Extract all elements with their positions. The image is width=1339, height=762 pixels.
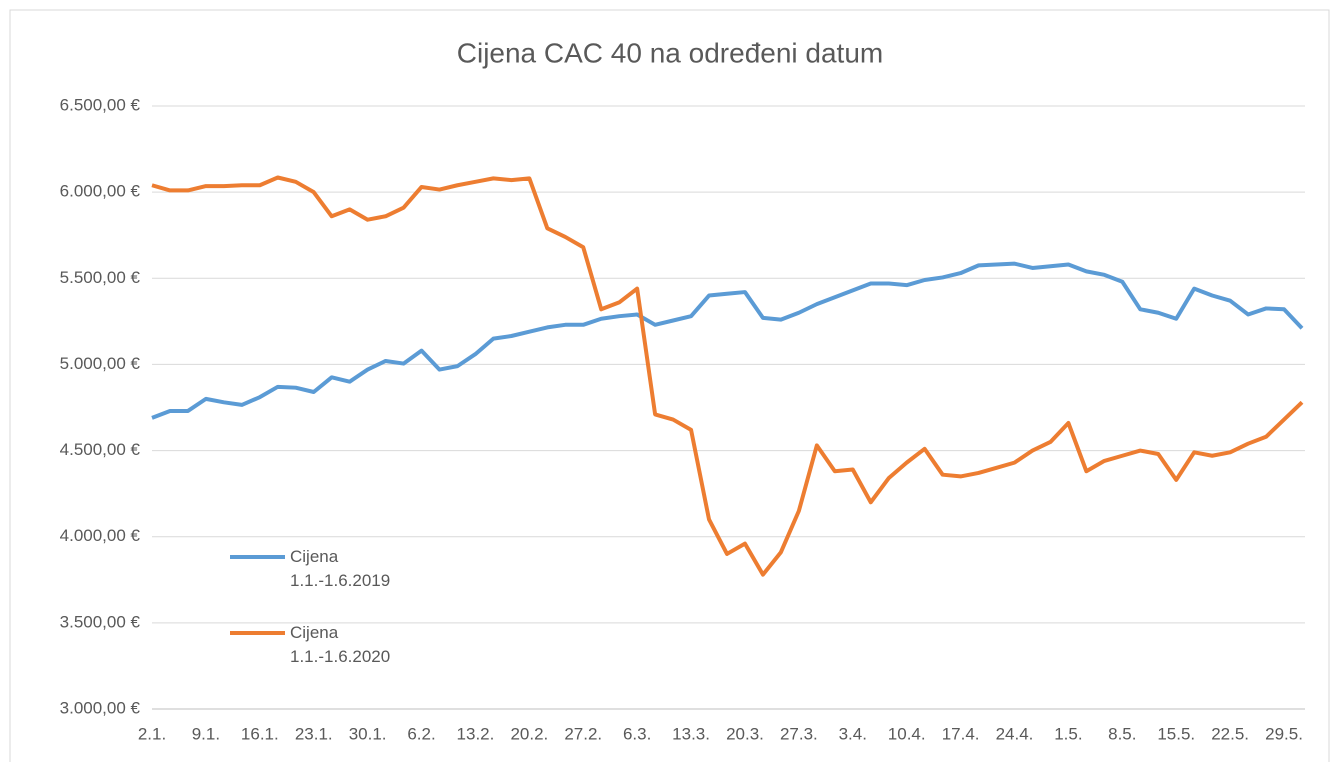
- y-tick-label: 3.000,00 €: [60, 698, 141, 717]
- x-tick-label: 17.4.: [942, 724, 980, 743]
- chart-border: [9, 9, 1330, 762]
- x-tick-label: 3.4.: [839, 724, 867, 743]
- x-tick-label: 27.2.: [564, 724, 602, 743]
- x-tick-label: 13.2.: [457, 724, 495, 743]
- x-tick-label: 24.4.: [996, 724, 1034, 743]
- line-series: [151, 261, 1304, 420]
- chart-title: Cijena CAC 40 na određeni datum: [457, 37, 883, 68]
- y-tick-label: 4.500,00 €: [60, 440, 141, 459]
- x-tick-label: 16.1.: [241, 724, 279, 743]
- legend-label: Cijena 1.1.-1.6.2019: [290, 547, 391, 590]
- x-tick-label: 22.5.: [1211, 724, 1249, 743]
- x-tick-label: 23.1.: [295, 724, 333, 743]
- x-tick-label: 8.5.: [1108, 724, 1136, 743]
- line-series: [151, 175, 1304, 577]
- y-tick-label: 5.000,00 €: [60, 354, 141, 373]
- x-tick-label: 20.3.: [726, 724, 764, 743]
- x-tick-label: 30.1.: [349, 724, 387, 743]
- x-tick-label: 13.3.: [672, 724, 710, 743]
- y-tick-label: 5.500,00 €: [60, 268, 141, 287]
- x-tick-label: 20.2.: [510, 724, 548, 743]
- x-tick-label: 6.2.: [407, 724, 435, 743]
- legend-label: Cijena 1.1.-1.6.2020: [290, 623, 391, 666]
- x-tick-label: 29.5.: [1265, 724, 1303, 743]
- y-tick-label: 6.000,00 €: [60, 182, 141, 201]
- x-tick-label: 6.3.: [623, 724, 651, 743]
- y-tick-label: 3.500,00 €: [60, 612, 141, 631]
- x-tick-label: 10.4.: [888, 724, 926, 743]
- x-tick-label: 27.3.: [780, 724, 818, 743]
- x-tick-label: 15.5.: [1157, 724, 1195, 743]
- x-tick-label: 9.1.: [192, 724, 220, 743]
- y-tick-label: 4.000,00 €: [60, 526, 141, 545]
- x-tick-label: 2.1.: [138, 724, 166, 743]
- y-tick-label: 6.500,00 €: [60, 95, 141, 114]
- x-tick-label: 1.5.: [1054, 724, 1082, 743]
